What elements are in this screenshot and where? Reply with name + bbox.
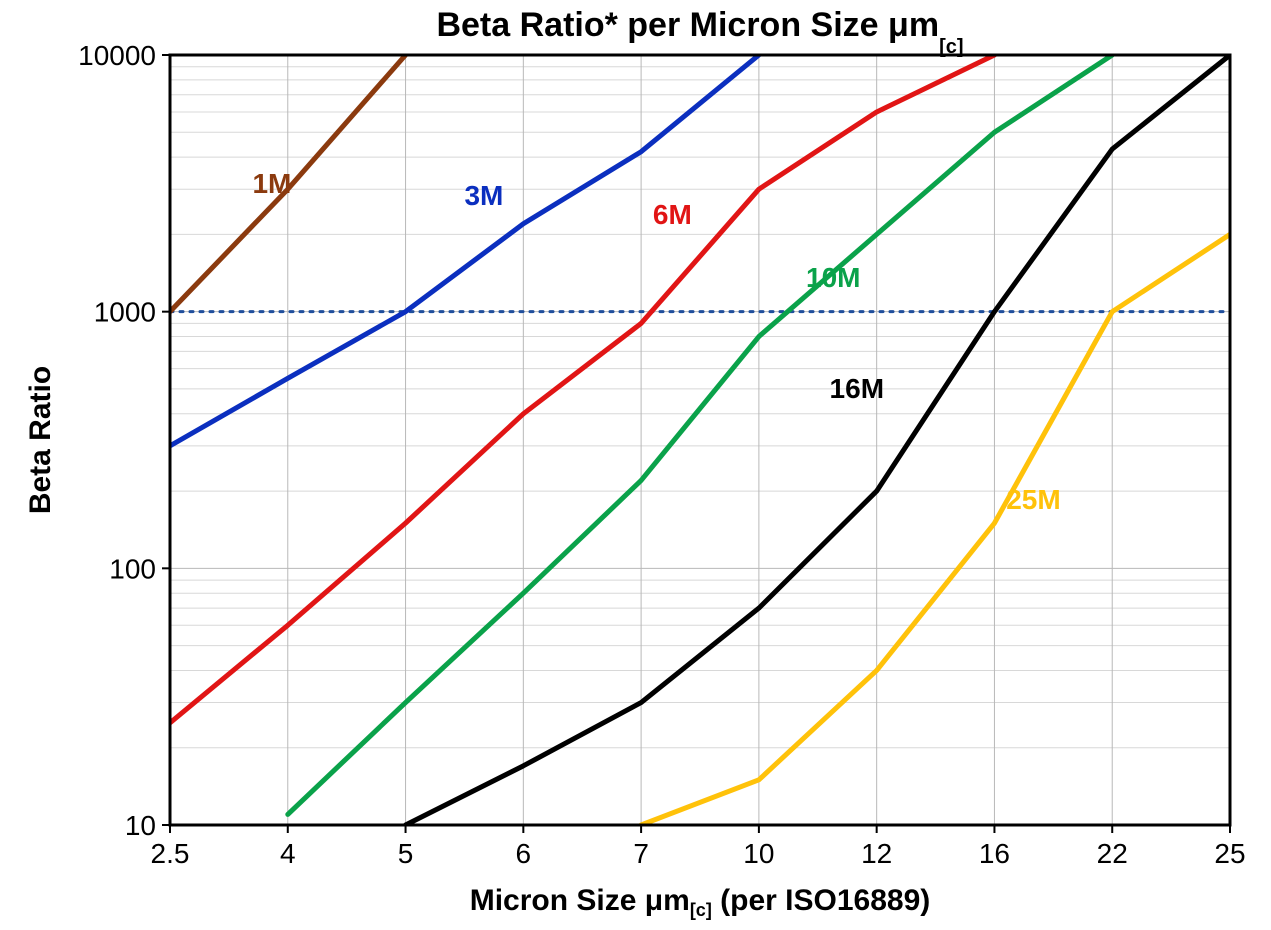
series-label-6M: 6M	[653, 199, 692, 230]
y-tick-label: 10000	[78, 40, 156, 71]
x-tick-label: 7	[633, 838, 649, 869]
beta-ratio-chart: 1M 3M 6M 10M 16M 25M 2.5 4 5 6 7 10 12 16 22 25 10 100 100…	[0, 0, 1271, 930]
y-tick-label: 10	[125, 810, 156, 841]
y-axis-label: Beta Ratio	[24, 366, 57, 514]
x-tick-label: 2.5	[151, 838, 190, 869]
chart-svg: 1M 3M 6M 10M 16M 25M 2.5 4 5 6 7 10 12 16 22 25 10 100 100…	[0, 0, 1271, 930]
series-label-10M: 10M	[806, 262, 860, 293]
series-label-16M: 16M	[830, 373, 884, 404]
x-tick-label: 12	[861, 838, 892, 869]
x-tick-label: 22	[1097, 838, 1128, 869]
y-tick-label: 1000	[94, 297, 156, 328]
x-tick-label: 10	[743, 838, 774, 869]
series-label-1M: 1M	[252, 168, 291, 199]
x-tick-label: 4	[280, 838, 296, 869]
series-label-3M: 3M	[464, 180, 503, 211]
y-tick-label: 100	[109, 553, 156, 584]
x-tick-label: 16	[979, 838, 1010, 869]
x-tick-label: 6	[516, 838, 532, 869]
x-tick-label: 5	[398, 838, 414, 869]
series-label-25M: 25M	[1006, 484, 1060, 515]
x-tick-label: 25	[1214, 838, 1245, 869]
